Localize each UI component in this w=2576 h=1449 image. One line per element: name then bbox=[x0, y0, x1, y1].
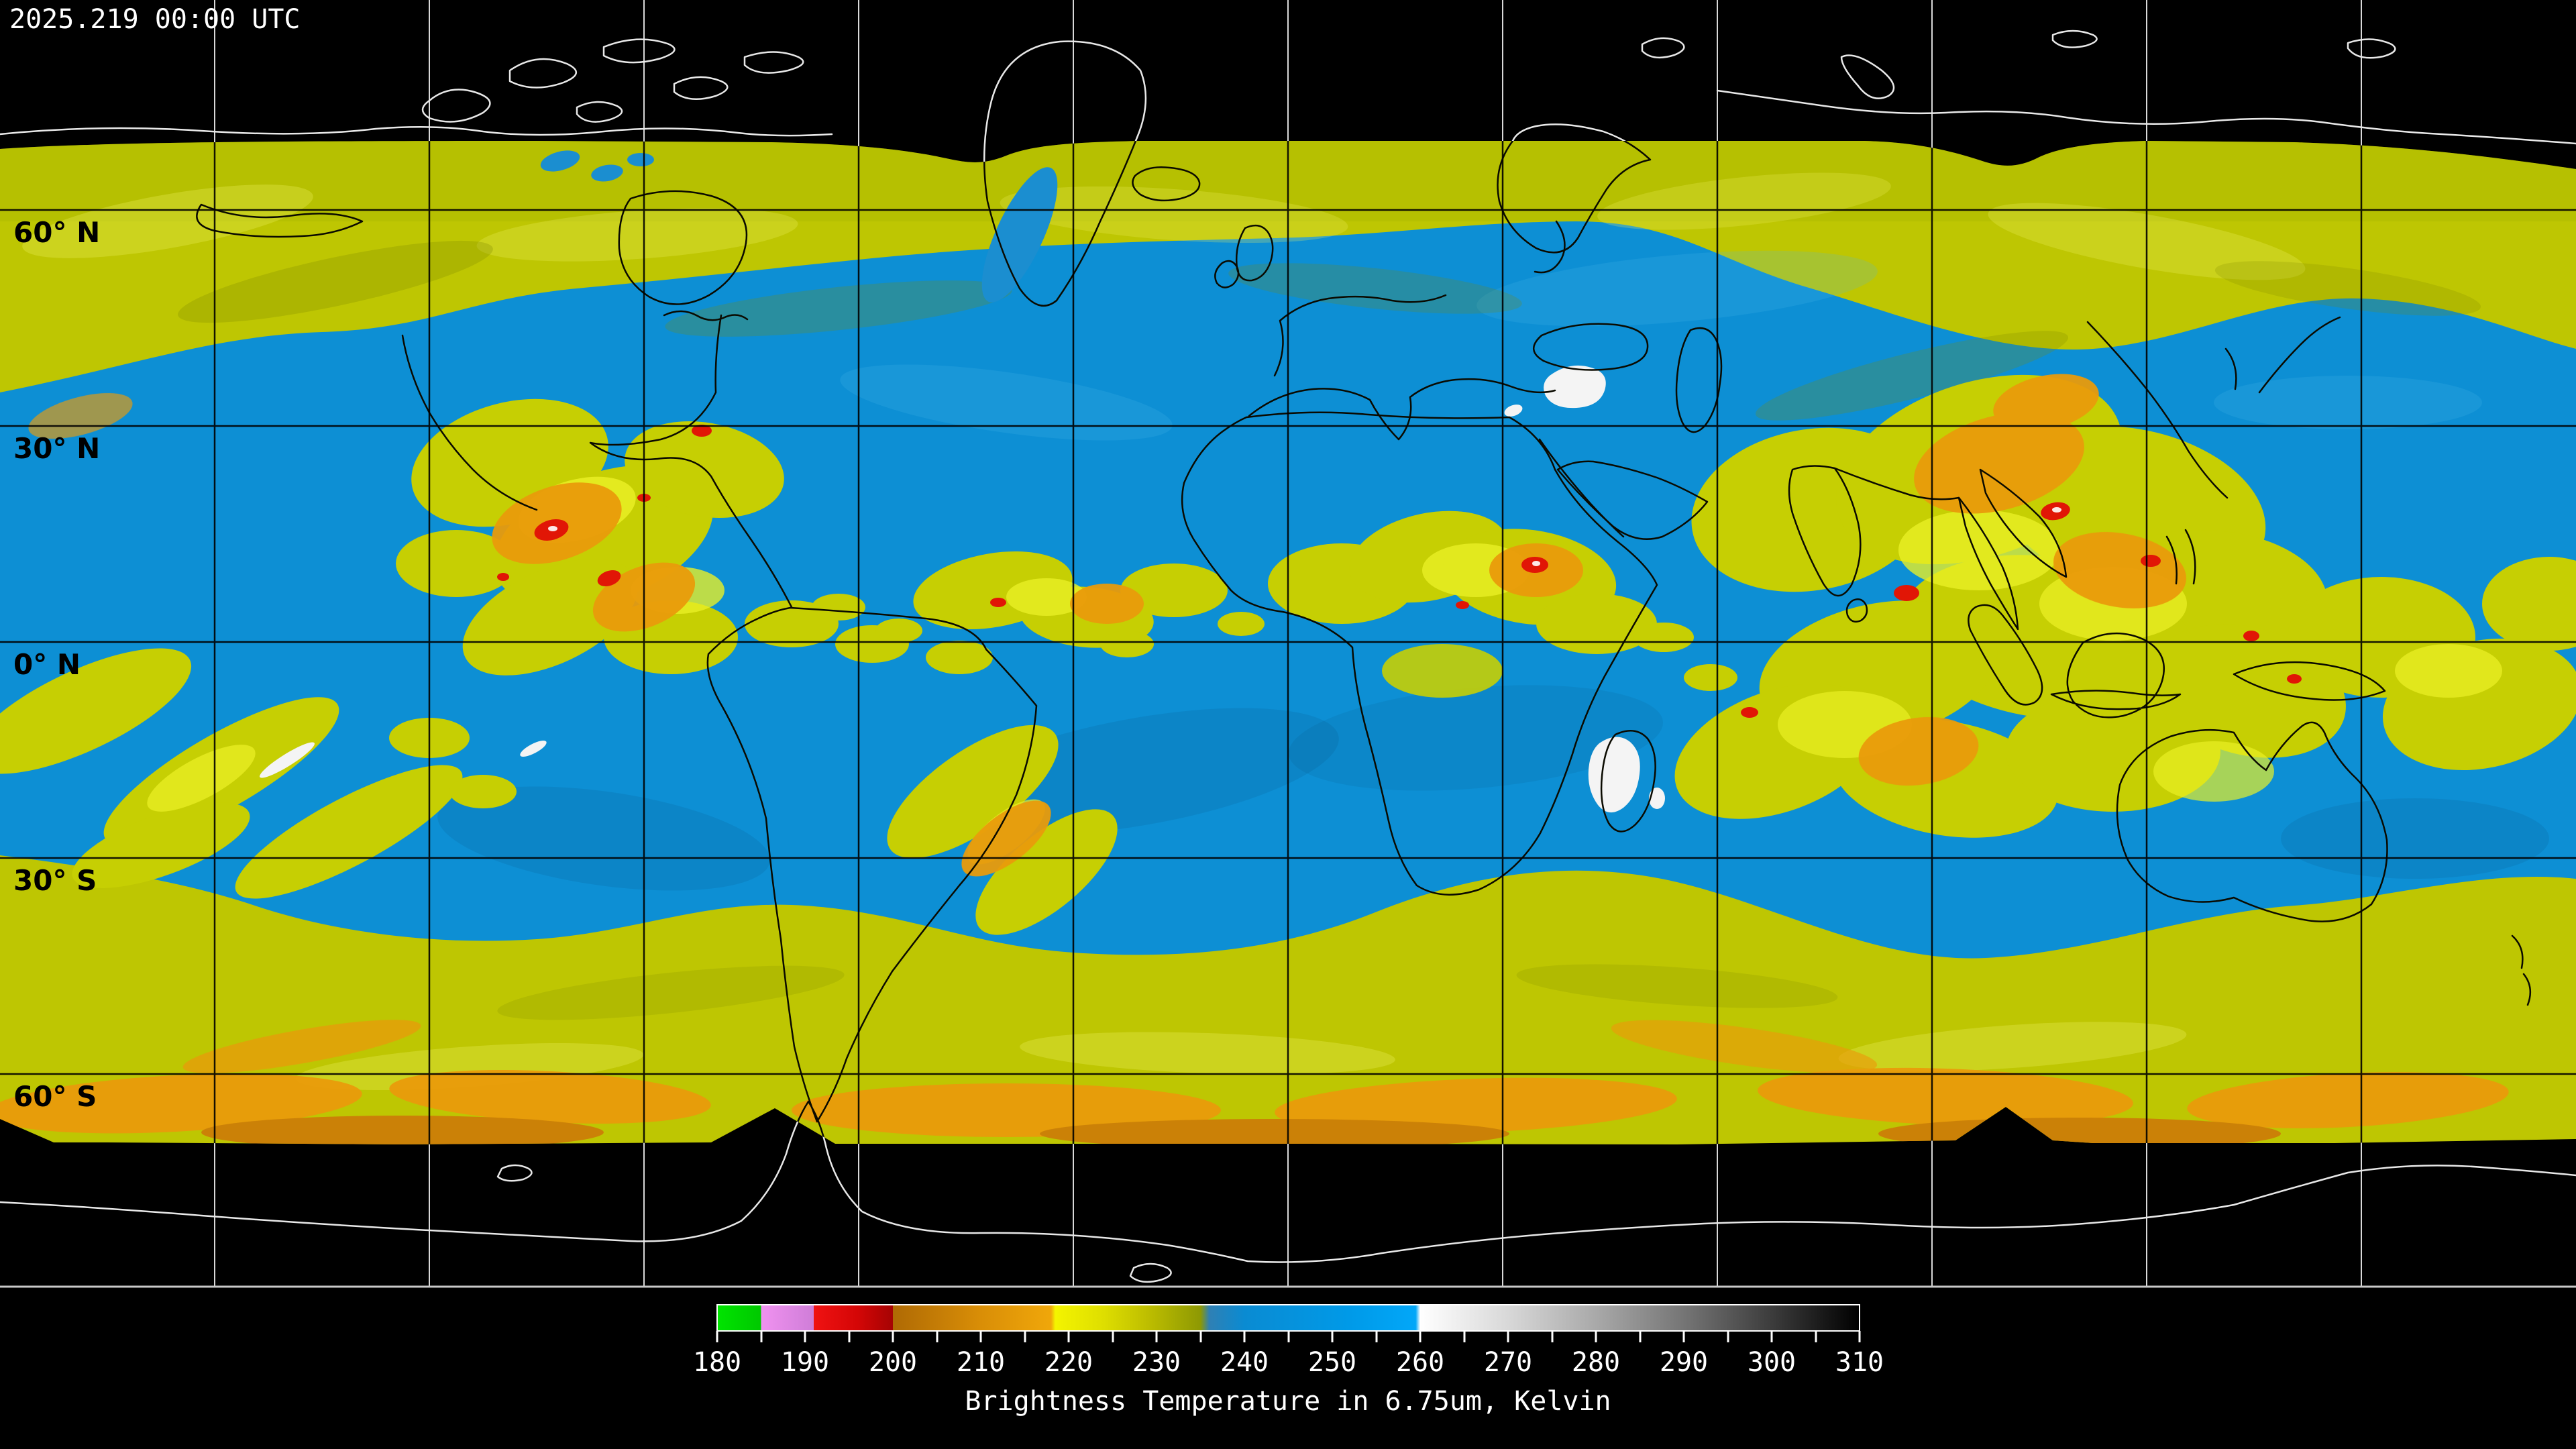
colorbar-ticks bbox=[716, 1331, 1861, 1342]
colorbar-tick-label: 270 bbox=[1484, 1347, 1532, 1378]
greenland-interior-cold bbox=[981, 167, 1058, 303]
cloud-cluster-south-pacific bbox=[0, 648, 517, 899]
colorbar-tick-label: 290 bbox=[1660, 1347, 1708, 1378]
gridlines-dark bbox=[0, 141, 2576, 1144]
colorbar-tick-label: 310 bbox=[1835, 1347, 1884, 1378]
lat-label-60n: 60° N bbox=[13, 216, 100, 249]
colorbar-title: Brightness Temperature in 6.75um, Kelvin bbox=[965, 1386, 1611, 1417]
gridlines-light bbox=[0, 0, 2576, 1288]
colorbar-tick-label: 250 bbox=[1308, 1347, 1356, 1378]
cloud-cluster-west-pacific bbox=[2288, 557, 2576, 771]
latitude-gridlines bbox=[0, 209, 2576, 1075]
colorbar-tick-label: 190 bbox=[781, 1347, 829, 1378]
colorbar-tick-label: 230 bbox=[1132, 1347, 1181, 1378]
latitude-labels: 60° N 30° N 0° N 30° S 60° S bbox=[13, 216, 100, 1113]
colorbar-tick-label: 220 bbox=[1044, 1347, 1093, 1378]
canada-lakes bbox=[540, 150, 1058, 303]
lat-label-30s: 30° S bbox=[13, 864, 97, 897]
timestamp: 2025.219 00:00 UTC bbox=[9, 4, 300, 35]
cloud-cluster-atlantic-itcz bbox=[812, 551, 1265, 674]
colorbar-gradient-bar bbox=[716, 1304, 1860, 1332]
colorbar-tick-label: 180 bbox=[693, 1347, 741, 1378]
colorbar: 180 190 200 210 220 230 240 250 260 270 … bbox=[693, 1304, 1884, 1417]
lat-label-60s: 60° S bbox=[13, 1080, 97, 1113]
lat-label-30n: 30° N bbox=[13, 432, 100, 465]
orange-cold-regions bbox=[0, 374, 2509, 1144]
colorbar-tick-label: 200 bbox=[869, 1347, 917, 1378]
colorbar-tick-label: 240 bbox=[1220, 1347, 1269, 1378]
colorbar-tick-label: 300 bbox=[1748, 1347, 1796, 1378]
lat-label-0n: 0° N bbox=[13, 648, 80, 681]
red-convective-cores bbox=[497, 425, 2302, 718]
colorbar-tick-label: 260 bbox=[1396, 1347, 1444, 1378]
data-swath-content bbox=[0, 141, 2576, 1144]
colorbar-tick-label: 210 bbox=[957, 1347, 1005, 1378]
colorbar-tick-label: 280 bbox=[1572, 1347, 1620, 1378]
colorbar-tick-labels: 180 190 200 210 220 230 240 250 260 270 … bbox=[693, 1347, 1884, 1378]
